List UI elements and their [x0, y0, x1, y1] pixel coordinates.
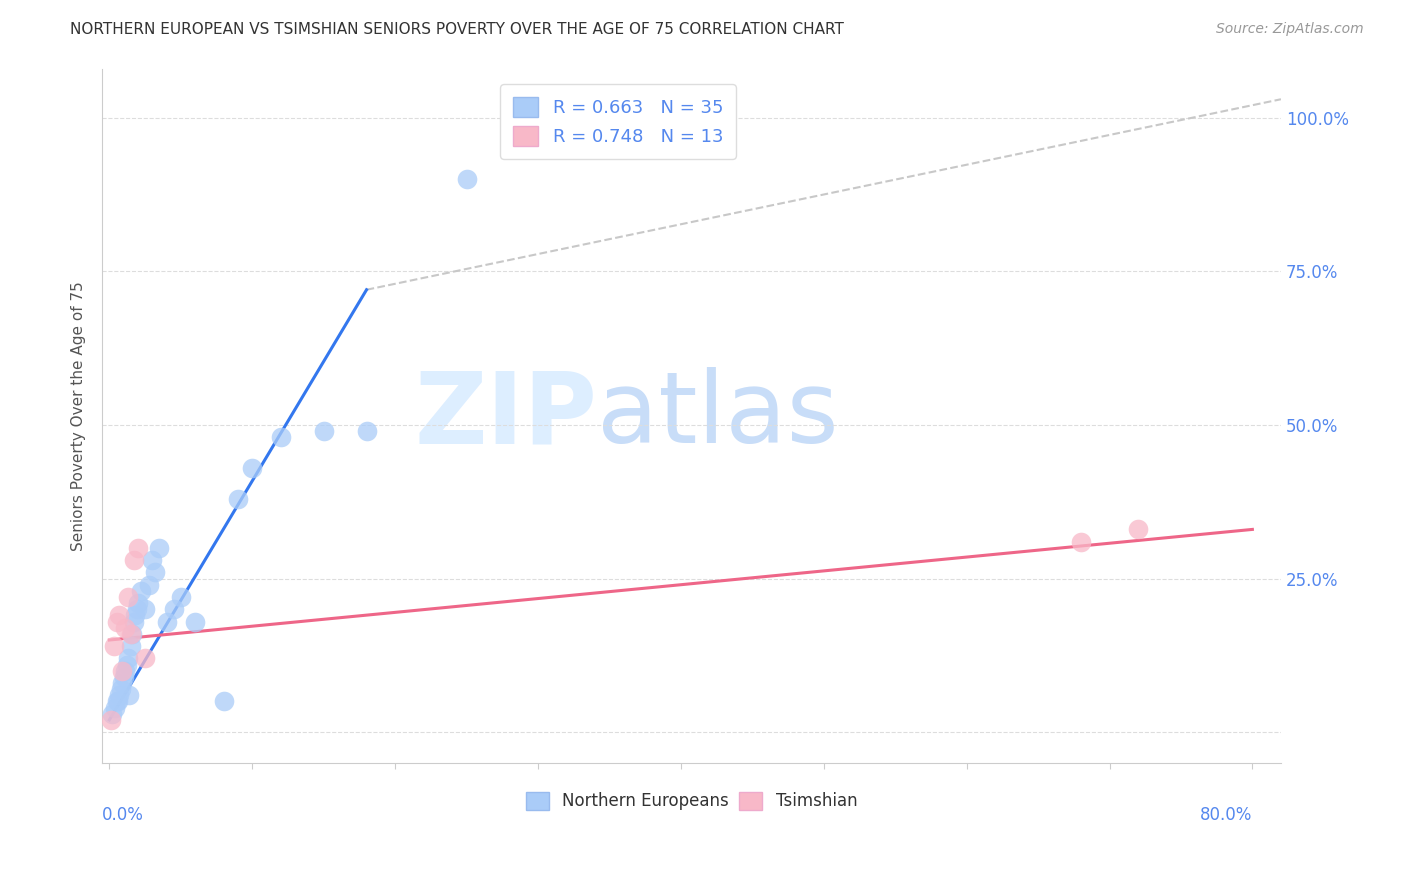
Text: atlas: atlas	[598, 368, 839, 464]
Point	[240, 461, 263, 475]
Point	[104, 700, 127, 714]
Point	[100, 713, 122, 727]
Text: NORTHERN EUROPEAN VS TSIMSHIAN SENIORS POVERTY OVER THE AGE OF 75 CORRELATION CH: NORTHERN EUROPEAN VS TSIMSHIAN SENIORS P…	[70, 22, 844, 37]
Point	[105, 615, 128, 629]
Point	[103, 639, 125, 653]
Point	[115, 657, 138, 672]
Text: ZIP: ZIP	[415, 368, 598, 464]
Point	[129, 583, 152, 598]
Point	[108, 689, 131, 703]
Point	[122, 615, 145, 629]
Point	[110, 682, 132, 697]
Point	[163, 602, 186, 616]
Point	[105, 694, 128, 708]
Point	[1070, 534, 1092, 549]
Point	[138, 578, 160, 592]
Point	[127, 596, 149, 610]
Point	[143, 566, 166, 580]
Point	[184, 615, 207, 629]
Point	[107, 694, 129, 708]
Point	[356, 424, 378, 438]
Point	[134, 602, 156, 616]
Point	[134, 651, 156, 665]
Point	[141, 553, 163, 567]
Point	[155, 615, 177, 629]
Point	[114, 621, 136, 635]
Point	[122, 553, 145, 567]
Point	[108, 608, 131, 623]
Text: Source: ZipAtlas.com: Source: ZipAtlas.com	[1216, 22, 1364, 37]
Legend: Northern Europeans, Tsimshian: Northern Europeans, Tsimshian	[519, 785, 865, 817]
Point	[456, 172, 478, 186]
Point	[226, 491, 249, 506]
Point	[121, 627, 143, 641]
Point	[117, 590, 139, 604]
Point	[170, 590, 193, 604]
Point	[120, 627, 142, 641]
Point	[117, 651, 139, 665]
Point	[127, 541, 149, 555]
Point	[101, 706, 124, 721]
Point	[111, 676, 134, 690]
Point	[124, 608, 146, 623]
Text: 80.0%: 80.0%	[1199, 806, 1253, 824]
Point	[114, 664, 136, 678]
Point	[148, 541, 170, 555]
Point	[212, 694, 235, 708]
Text: 0.0%: 0.0%	[103, 806, 143, 824]
Point	[120, 639, 142, 653]
Point	[270, 430, 292, 444]
Y-axis label: Seniors Poverty Over the Age of 75: Seniors Poverty Over the Age of 75	[72, 281, 86, 550]
Point	[111, 664, 134, 678]
Point	[312, 424, 335, 438]
Point	[112, 670, 135, 684]
Point	[125, 602, 148, 616]
Point	[118, 689, 141, 703]
Point	[1126, 523, 1149, 537]
